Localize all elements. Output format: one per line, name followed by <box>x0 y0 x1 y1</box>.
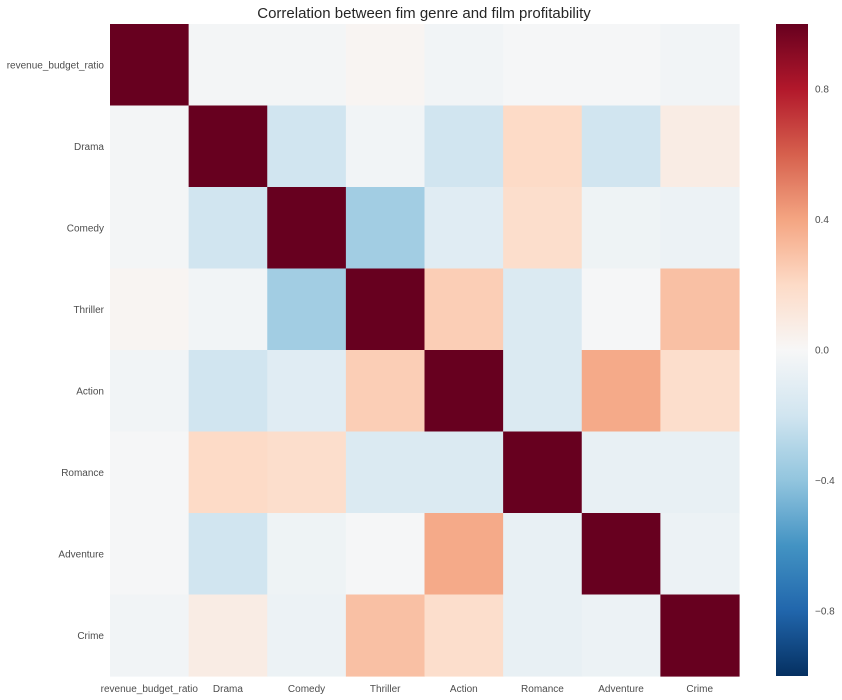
heatmap-cell <box>581 513 661 596</box>
y-tick-label: Adventure <box>58 549 104 560</box>
x-tick-label: Crime <box>686 684 713 695</box>
heatmap-cell <box>188 594 268 677</box>
x-tick-label: Drama <box>213 684 243 695</box>
heatmap-cell <box>267 350 347 433</box>
colorbar-tick-label: −0.8 <box>815 606 835 617</box>
y-tick-label: Romance <box>61 468 104 479</box>
heatmap-cell <box>345 187 426 270</box>
heatmap-cell <box>424 187 504 270</box>
heatmap-cell <box>424 268 504 351</box>
x-tick-label: Adventure <box>598 684 644 695</box>
heatmap-cell <box>424 431 504 514</box>
heatmap-cell <box>503 24 583 107</box>
heatmap-cell <box>660 594 740 677</box>
heatmap-cell <box>188 187 268 270</box>
heatmap-cell <box>503 187 583 270</box>
x-tick-label: Romance <box>521 684 564 695</box>
heatmap-cell <box>424 350 504 433</box>
x-tick-label: Comedy <box>288 684 325 695</box>
heatmap-cell <box>345 268 426 351</box>
heatmap-cell <box>188 24 268 107</box>
heatmap-cell <box>267 187 347 270</box>
heatmap-cell <box>581 431 661 514</box>
heatmap-cell <box>345 24 426 107</box>
heatmap-cell <box>660 187 740 270</box>
heatmap-cell <box>188 431 268 514</box>
heatmap-cell <box>188 105 268 188</box>
chart-title: Correlation between fim genre and film p… <box>257 5 591 22</box>
colorbar-tick-label: −0.4 <box>815 476 835 487</box>
heatmap-cell <box>110 187 190 270</box>
colorbar-ticks: −0.8 −0.4 0.0 0.4 0.8 <box>815 85 835 618</box>
colorbar-tick-label: 0.4 <box>815 215 829 226</box>
heatmap-cell <box>424 594 504 677</box>
heatmap-cell <box>581 187 661 270</box>
heatmap-cell <box>110 350 190 433</box>
heatmap-cell <box>503 513 583 596</box>
heatmap-cell <box>345 350 426 433</box>
heatmap-cell <box>267 513 347 596</box>
heatmap-cell <box>503 105 583 188</box>
heatmap-cell <box>660 24 740 107</box>
heatmap-cell <box>188 268 268 351</box>
heatmap-cell <box>110 268 190 351</box>
heatmap-cell <box>110 105 190 188</box>
heatmap-cell <box>503 431 583 514</box>
heatmap-cell <box>267 268 347 351</box>
heatmap-cell <box>503 350 583 433</box>
heatmap-cell <box>581 594 661 677</box>
heatmap-cell <box>503 268 583 351</box>
heatmap-cell <box>188 350 268 433</box>
heatmap-cell <box>581 24 661 107</box>
heatmap-cell <box>581 268 661 351</box>
y-tick-label: Thriller <box>73 305 104 316</box>
y-tick-label: Drama <box>74 142 104 153</box>
x-tick-label: revenue_budget_ratio <box>101 684 199 695</box>
heatmap-cell <box>424 105 504 188</box>
colorbar-tick-label: 0.8 <box>815 85 829 96</box>
heatmap-cell <box>660 431 740 514</box>
y-tick-label: Action <box>76 386 104 397</box>
heatmap-cell <box>503 594 583 677</box>
heatmap-cell <box>267 594 347 677</box>
heatmap-cell <box>345 594 426 677</box>
heatmap-cell <box>110 24 190 107</box>
heatmap-cell <box>660 513 740 596</box>
heatmap-cells <box>110 24 740 677</box>
y-tick-label: Crime <box>77 631 104 642</box>
heatmap-cell <box>660 350 740 433</box>
y-tick-label: revenue_budget_ratio <box>7 60 105 71</box>
heatmap-cell <box>110 513 190 596</box>
y-tick-label: Comedy <box>67 223 104 234</box>
heatmap-cell <box>660 268 740 351</box>
heatmap-cell <box>345 431 426 514</box>
x-tick-label: Thriller <box>370 684 401 695</box>
y-tick-labels: revenue_budget_ratio Drama Comedy Thriller A… <box>7 60 105 642</box>
x-tick-label: Action <box>450 684 478 695</box>
heatmap-cell <box>660 105 740 188</box>
heatmap-cell <box>188 513 268 596</box>
heatmap-cell <box>345 105 426 188</box>
heatmap-cell <box>110 431 190 514</box>
heatmap-cell <box>424 24 504 107</box>
heatmap-cell <box>345 513 426 596</box>
heatmap-cell <box>267 431 347 514</box>
colorbar: −0.8 −0.4 0.0 0.4 0.8 <box>776 24 835 676</box>
heatmap-cell <box>581 350 661 433</box>
colorbar-gradient <box>776 24 808 676</box>
colorbar-tick-label: 0.0 <box>815 346 829 357</box>
x-tick-labels: revenue_budget_ratio Drama Comedy Thriller A… <box>101 684 714 695</box>
heatmap-cell <box>267 24 347 107</box>
heatmap-cell <box>424 513 504 596</box>
heatmap-cell <box>581 105 661 188</box>
heatmap-cell <box>110 594 190 677</box>
heatmap-cell <box>267 105 347 188</box>
